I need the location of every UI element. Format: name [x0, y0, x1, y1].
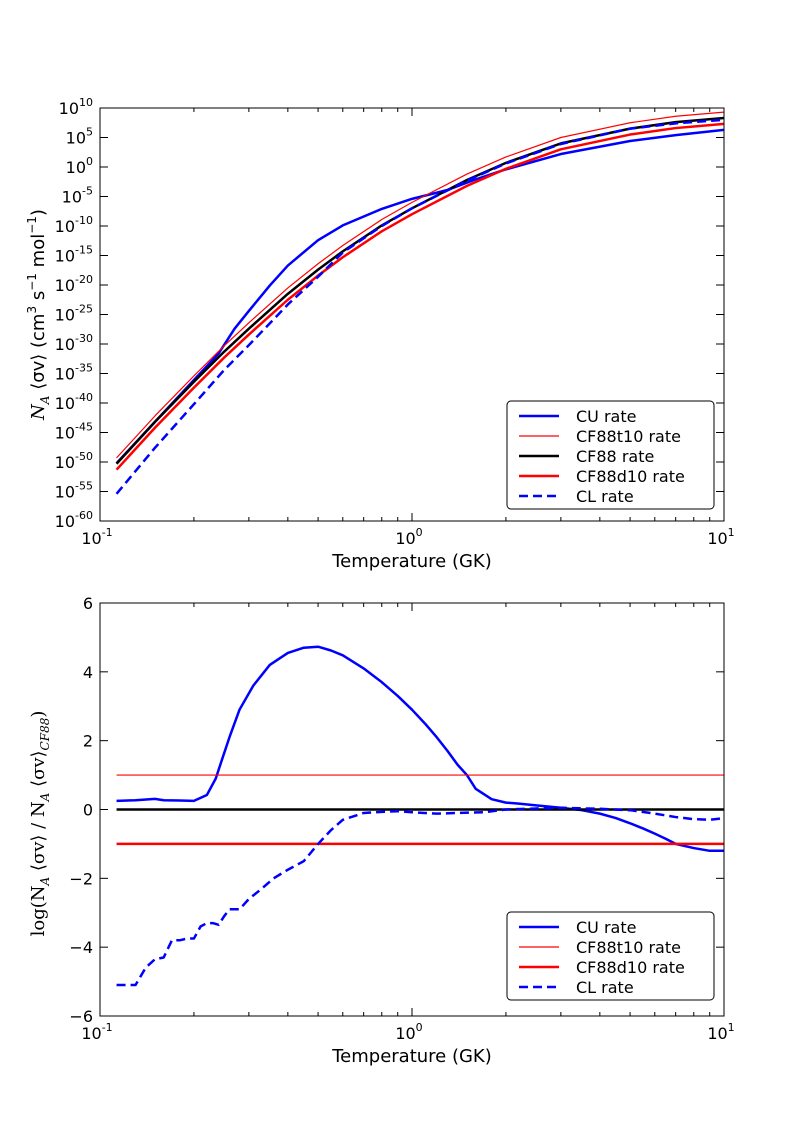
y-tick-label: 10-20 — [55, 273, 93, 295]
chart-top: 10-1 100 101 1010 105 100 10-5 10-10 10-15 10-20 1… — [25, 96, 735, 572]
y-tick-label: 10-40 — [55, 391, 93, 413]
y-tick-label: 10-35 — [55, 362, 93, 384]
x-axis-label: Temperature (GK) — [331, 551, 492, 572]
legend-frame — [506, 911, 715, 1001]
x-axis-label: Temperature (GK) — [331, 1046, 492, 1067]
y-tick-label: 4 — [83, 663, 93, 682]
x-tick-label: 100 — [395, 526, 422, 548]
y-axis-label: NA ⟨σv⟩ (cm3 s−1 mol−1) — [25, 209, 52, 421]
x-tick-label: 100 — [395, 1021, 422, 1043]
series-line-cl — [116, 806, 724, 987]
legend-label-cu: CU rate — [576, 407, 636, 426]
y-tick-label: −4 — [69, 938, 93, 957]
x-tick-label: 10-1 — [81, 1021, 112, 1043]
legend-label-cf88t10: CF88t10 rate — [576, 938, 681, 957]
series-lines — [115, 111, 724, 495]
y-tick-label: 10-30 — [55, 332, 93, 354]
y-tick-label: 10-25 — [55, 303, 93, 325]
series-line-cf88t10 — [116, 111, 724, 459]
series-lines — [116, 645, 724, 987]
series-line-cl — [115, 118, 724, 495]
legend-label-cl: CL rate — [576, 487, 634, 506]
y-tick-label: 10-5 — [62, 185, 93, 207]
chart-bottom: 10-1 100 101 6 4 2 0 −2 −4 −6 Temperature (GK) log(… — [28, 594, 735, 1067]
legend-label-cf88d10: CF88d10 rate — [576, 958, 685, 977]
y-tick-label: 6 — [83, 594, 93, 613]
y-tick-label: 10-50 — [55, 450, 93, 472]
series-line-cu — [115, 128, 724, 465]
y-axis-label: log(NA ⟨σv⟩ / NA ⟨σv⟩CF88) — [28, 711, 52, 937]
y-tick-label: 10-10 — [55, 214, 93, 236]
y-tick-label: 105 — [66, 126, 93, 148]
x-tick-label: 10-1 — [81, 526, 112, 548]
legend-label-cf88t10: CF88t10 rate — [576, 427, 681, 446]
y-tick-label: 10-45 — [55, 421, 93, 443]
series-line-cf88d10 — [115, 122, 724, 471]
legend-label-cl: CL rate — [576, 978, 634, 997]
y-tick-label: 10-55 — [55, 480, 93, 502]
legend-label-cu: CU rate — [576, 918, 636, 937]
legend-label-cf88d10: CF88d10 rate — [576, 467, 685, 486]
series-line-cu — [116, 645, 724, 853]
x-tick-label: 101 — [707, 1021, 734, 1043]
y-tick-label: 10-60 — [55, 509, 93, 531]
y-tick-label: −2 — [69, 869, 93, 888]
x-tick-label: 101 — [707, 526, 734, 548]
legend-frame — [506, 400, 715, 510]
y-tick-label: 2 — [83, 732, 93, 751]
y-tick-label: 10-15 — [55, 244, 93, 266]
y-tick-label: 100 — [66, 155, 93, 177]
legend-label-cf88: CF88 rate — [576, 447, 654, 466]
y-tick-label: 1010 — [59, 96, 93, 118]
y-tick-label: −6 — [69, 1007, 93, 1026]
y-tick-label: 0 — [83, 801, 93, 820]
